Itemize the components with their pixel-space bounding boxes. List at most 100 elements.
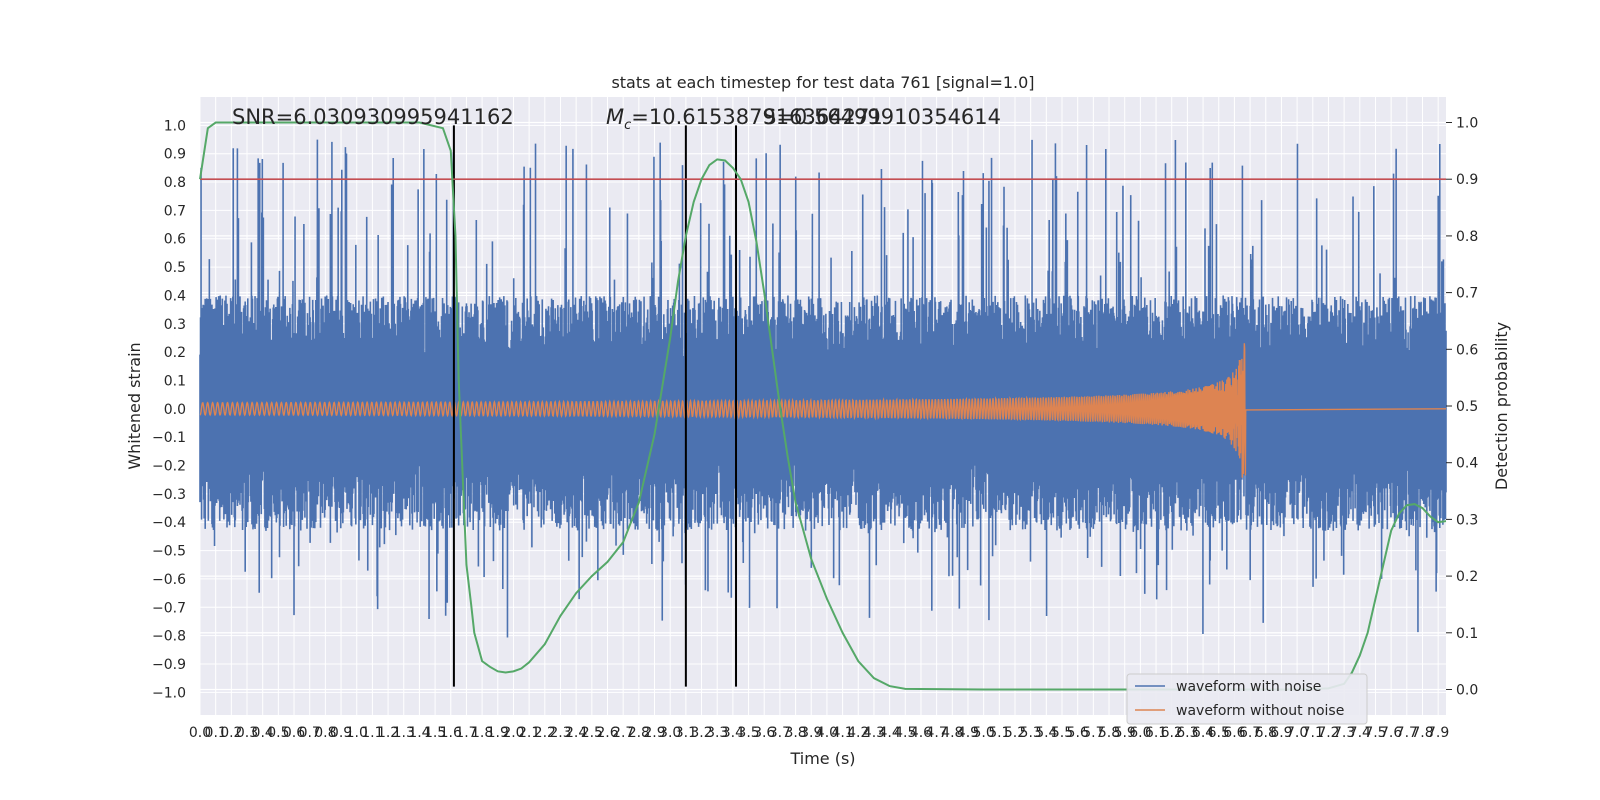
x-tick-label: 6.4	[1192, 725, 1214, 741]
x-tick-label: 4.7	[925, 725, 947, 741]
y-tick-label: 0.8	[164, 175, 186, 191]
y-tick-label: −0.8	[152, 629, 186, 645]
snr-annotation: SNR=6.030930995941162	[232, 105, 514, 129]
x-tick-label: 1.6	[440, 725, 462, 741]
x-tick-label: 2.7	[612, 725, 634, 741]
y-tick-label: 0.5	[164, 260, 186, 276]
x-tick-label: 2.6	[596, 725, 618, 741]
y-tick-label: 0.0	[164, 402, 186, 418]
x-tick-label: 2.2	[534, 725, 556, 741]
x-tick-label: 0.7	[299, 725, 321, 741]
x-tick-label: 0.4	[252, 725, 274, 741]
y2-tick-label: 0.8	[1456, 229, 1478, 245]
x-tick-label: 5.5	[1051, 725, 1073, 741]
x-tick-label: 2.9	[643, 725, 665, 741]
x-tick-label: 4.6	[910, 725, 932, 741]
chirp-mass-value: =10.615387916364271	[631, 105, 882, 129]
x-tick-label: 2.3	[549, 725, 571, 741]
x-tick-label: 1.5	[424, 725, 446, 741]
x-tick-label: 5.3	[1020, 725, 1042, 741]
y-tick-label: −0.4	[152, 515, 186, 531]
y-tick-labels: 1.0 0.9 0.8 0.7 0.6 0.5 0.4 0.3 0.2 0.1 0.0 −0.1 −0.…	[152, 118, 186, 701]
x-tick-label: 7.4	[1349, 725, 1371, 741]
y2-tick-label: 0.9	[1456, 172, 1478, 188]
x-tick-label: 0.9	[330, 725, 352, 741]
series-waveform-without-noise	[199, 343, 1447, 478]
x-tick-label: 6.9	[1270, 725, 1292, 741]
x-tick-label: 5.2	[1004, 725, 1026, 741]
x-tick-label: 7.1	[1302, 725, 1324, 741]
x-tick-label: 6.0	[1129, 725, 1151, 741]
y2-axis-label: Detection probability	[1492, 322, 1511, 490]
y-tick-label: −0.9	[152, 657, 186, 673]
chart-title: stats at each timestep for test data 761…	[611, 73, 1034, 92]
y-tick-label: 0.2	[164, 345, 186, 361]
detection-probability-line	[199, 121, 1447, 691]
x-tick-label: 7.3	[1333, 725, 1355, 741]
y2-tick-label: 0.0	[1456, 682, 1478, 698]
x-tick-label: 3.2	[690, 725, 712, 741]
x-tick-label: 4.0	[816, 725, 838, 741]
y-tick-label: 1.0	[164, 118, 186, 134]
x-tick-label: 1.7	[455, 725, 477, 741]
y-tick-label: 0.7	[164, 203, 186, 219]
x-tick-label: 0.5	[267, 725, 289, 741]
y-tick-label: −0.7	[152, 600, 186, 616]
x-tick-label: 0.1	[205, 725, 227, 741]
y2-tick-labels: 1.0 0.9 0.8 0.7 0.6 0.5 0.4 0.3 0.2 0.1 0.0	[1446, 116, 1478, 698]
x-tick-label: 2.0	[502, 725, 524, 741]
x-tick-label: 5.6	[1067, 725, 1089, 741]
x-tick-label: 5.9	[1114, 725, 1136, 741]
x-tick-label: 3.5	[737, 725, 759, 741]
x-tick-label: 1.9	[487, 725, 509, 741]
y-tick-label: 0.9	[164, 147, 186, 163]
x-tick-label: 3.0	[659, 725, 681, 741]
chirp-mass-subscript: c	[624, 118, 631, 133]
x-tick-label: 7.0	[1286, 725, 1308, 741]
clean-chirp-trace	[199, 343, 1447, 478]
x-tick-label: 3.6	[753, 725, 775, 741]
x-tick-label: 4.9	[957, 725, 979, 741]
y-tick-label: −0.1	[152, 430, 186, 446]
x-tick-label: 4.5	[894, 725, 916, 741]
y2-tick-label: 0.6	[1456, 342, 1478, 358]
x-tick-label: 5.0	[973, 725, 995, 741]
x-tick-label: 0.6	[283, 725, 305, 741]
x-tick-label: 7.6	[1380, 725, 1402, 741]
y2-tick-label: 0.7	[1456, 286, 1478, 302]
x-tick-label: 7.8	[1411, 725, 1433, 741]
x-tick-label: 3.7	[769, 725, 791, 741]
x-tick-label: 1.2	[377, 725, 399, 741]
x-tick-label: 1.1	[361, 725, 383, 741]
x-tick-label: 2.8	[628, 725, 650, 741]
series-detection-probability	[199, 121, 1447, 691]
x-tick-label: 0.0	[189, 725, 211, 741]
x-tick-label: 3.9	[800, 725, 822, 741]
x-tick-label: 4.1	[831, 725, 853, 741]
y2-tick-label: 0.5	[1456, 399, 1478, 415]
x-tick-label: 6.2	[1161, 725, 1183, 741]
x-tick-label: 7.7	[1396, 725, 1418, 741]
x-tick-label: 7.2	[1317, 725, 1339, 741]
x-tick-label: 3.4	[722, 725, 744, 741]
y-tick-label: −1.0	[152, 685, 186, 701]
x-tick-label: 1.3	[393, 725, 415, 741]
x-tick-label: 1.0	[346, 725, 368, 741]
x-tick-label: 7.9	[1427, 725, 1449, 741]
legend-label-clean: waveform without noise	[1176, 703, 1344, 719]
x-tick-label: 1.8	[471, 725, 493, 741]
y-tick-label: 0.4	[164, 288, 186, 304]
x-tick-label: 1.4	[408, 725, 430, 741]
y-tick-label: −0.5	[152, 544, 186, 560]
legend: waveform with noise waveform without noi…	[1126, 673, 1368, 725]
y-axis-label: Whitened strain	[125, 342, 144, 469]
s-annotation: S=0.56499910354614	[763, 105, 1001, 129]
x-tick-label: 2.4	[565, 725, 587, 741]
x-tick-label: 2.1	[518, 725, 540, 741]
y2-tick-label: 1.0	[1456, 116, 1478, 132]
x-tick-label: 6.1	[1145, 725, 1167, 741]
y-tick-label: 0.3	[164, 317, 186, 333]
x-tick-label: 3.3	[706, 725, 728, 741]
x-tick-label: 2.5	[581, 725, 603, 741]
